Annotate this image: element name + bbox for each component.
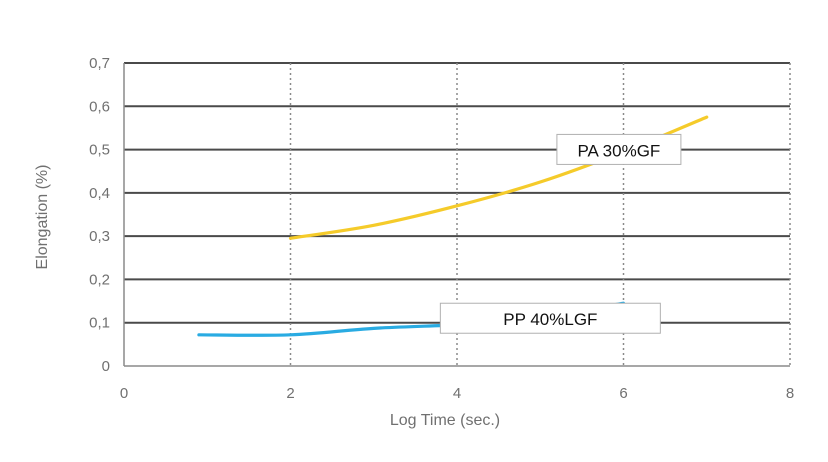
y-tick-label: 0,6 <box>89 98 110 115</box>
series-label: PA 30%GF <box>577 141 660 160</box>
y-tick-label: 0,7 <box>89 55 110 72</box>
series-labels: PA 30%GF PP 40%LGF <box>439 133 682 334</box>
x-tick-label: 4 <box>453 385 461 402</box>
series-label-box <box>556 133 682 165</box>
y-tick-label: 0,2 <box>89 271 110 288</box>
x-tick-label: 6 <box>619 385 627 402</box>
x-tick-label: 2 <box>286 385 294 402</box>
series-label-box <box>439 302 661 334</box>
y-axis-title: Elongation (%) <box>34 165 51 270</box>
y-tick-label: 0,3 <box>89 228 110 245</box>
y-tick-label: 0,4 <box>89 185 110 202</box>
x-axis-title: Log Time (sec.) <box>390 412 500 429</box>
x-tick-label: 0 <box>120 385 128 402</box>
x-tick-label: 8 <box>786 385 794 402</box>
grid <box>123 62 791 367</box>
axis-ticks: 0 0,1 0,2 0,3 0,4 0,5 0,6 0,7 0 2 4 6 8 <box>89 55 794 402</box>
y-tick-label: 0,5 <box>89 142 110 159</box>
y-tick-label: 0 <box>102 358 110 375</box>
series-label: PP 40%LGF <box>503 310 597 329</box>
y-tick-label: 0,1 <box>89 315 110 332</box>
